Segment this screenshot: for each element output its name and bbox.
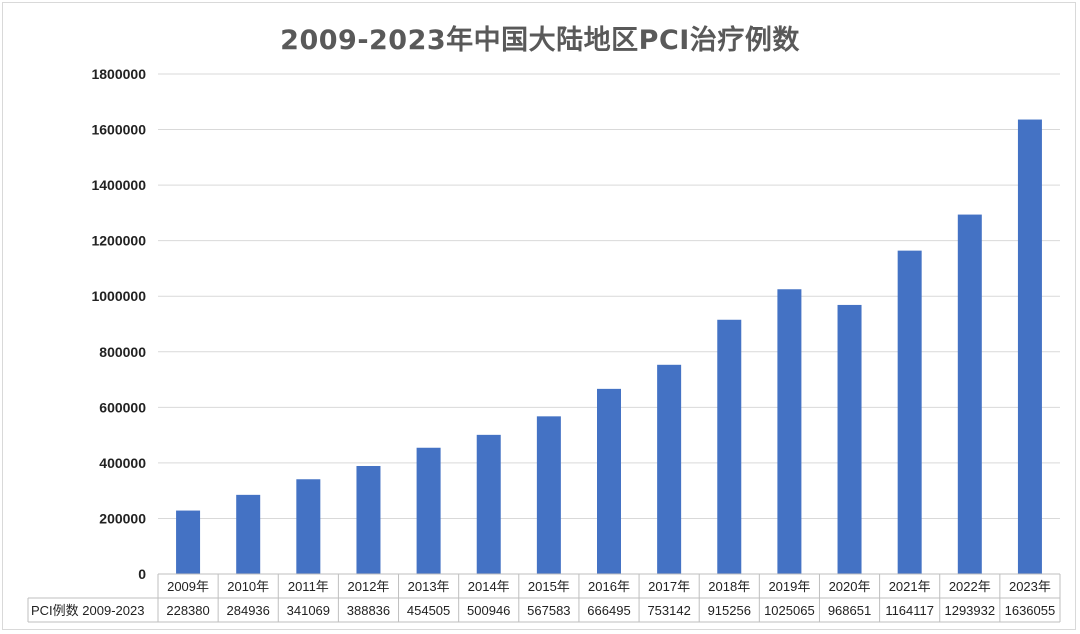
x-category-label: 2015年 — [528, 579, 570, 594]
y-tick-label: 1400000 — [91, 177, 146, 193]
bar — [597, 388, 621, 574]
bar — [236, 494, 261, 574]
y-tick-label: 200000 — [99, 510, 146, 526]
data-value-label: 388836 — [347, 603, 390, 618]
bar — [837, 304, 862, 574]
data-value-label: 284936 — [227, 603, 270, 618]
y-tick-label: 800000 — [99, 344, 146, 360]
x-category-label: 2012年 — [348, 579, 390, 594]
x-category-label: 2014年 — [468, 579, 510, 594]
data-value-label: 567583 — [527, 603, 570, 618]
data-value-label: 753142 — [647, 603, 690, 618]
bar — [476, 434, 501, 574]
data-value-label: 968651 — [828, 603, 871, 618]
x-category-label: 2010年 — [227, 579, 269, 594]
y-tick-label: 0 — [138, 566, 146, 582]
bar — [777, 289, 802, 574]
x-category-label: 2019年 — [768, 579, 810, 594]
data-value-label: 1164117 — [885, 603, 934, 618]
x-category-label: 2018年 — [708, 579, 750, 594]
y-tick-label: 1600000 — [91, 122, 146, 138]
data-value-label: 915256 — [708, 603, 751, 618]
bar — [717, 319, 742, 574]
x-category-label: 2020年 — [829, 579, 871, 594]
data-value-label: 1636055 — [1005, 603, 1056, 618]
y-tick-label: 1000000 — [91, 288, 146, 304]
x-category-label: 2021年 — [889, 579, 931, 594]
data-value-label: 1293932 — [944, 603, 995, 618]
data-value-label: 228380 — [166, 603, 209, 618]
series-name: PCI例数 2009-2023 — [31, 603, 144, 618]
data-value-label: 666495 — [587, 603, 630, 618]
x-category-label: 2023年 — [1009, 579, 1051, 594]
y-tick-label: 600000 — [99, 399, 146, 415]
bar — [416, 447, 441, 574]
x-category-label: 2011年 — [288, 579, 329, 594]
bar — [356, 465, 381, 574]
data-value-label: 1025065 — [764, 603, 815, 618]
y-tick-label: 400000 — [99, 455, 146, 471]
data-value-label: 500946 — [467, 603, 510, 618]
bar — [1017, 119, 1042, 574]
y-tick-label: 1200000 — [91, 233, 146, 249]
x-category-label: 2009年 — [167, 579, 209, 594]
chart-title: 2009-2023年中国大陆地区PCI治疗例数 — [280, 25, 800, 56]
bar — [957, 214, 982, 574]
data-value-label: 454505 — [407, 603, 450, 618]
x-category-label: 2016年 — [588, 579, 630, 594]
bar — [176, 510, 201, 574]
x-category-label: 2017年 — [648, 579, 690, 594]
y-tick-label: 1800000 — [91, 66, 146, 82]
bar — [296, 479, 321, 574]
bar — [657, 364, 682, 574]
bar — [897, 250, 922, 575]
data-value-label: 341069 — [287, 603, 330, 618]
bar — [536, 416, 561, 574]
x-category-label: 2022年 — [949, 579, 991, 594]
x-category-label: 2013年 — [408, 579, 450, 594]
